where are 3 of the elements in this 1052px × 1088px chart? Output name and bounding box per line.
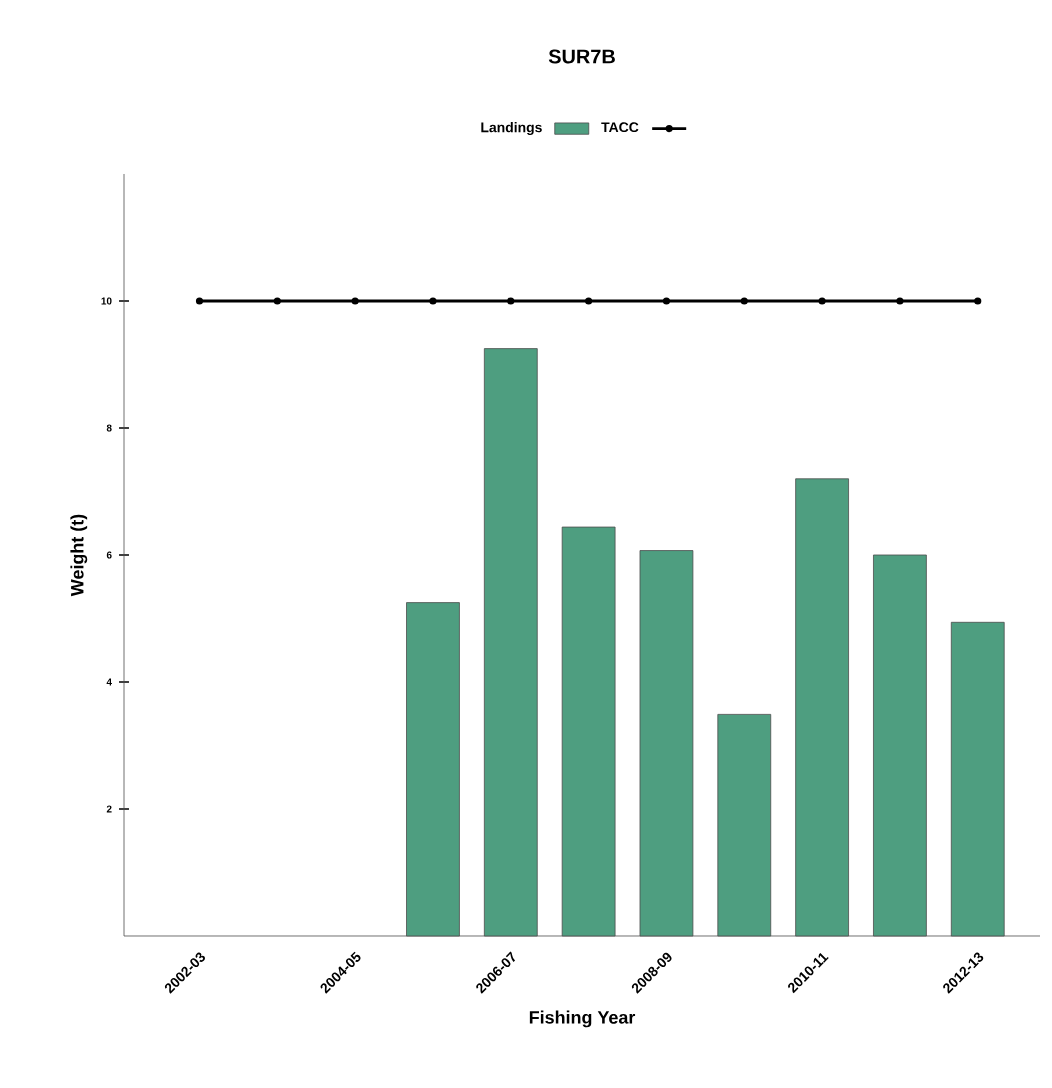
chart-title: SUR7B	[548, 49, 615, 64]
x-axis-title: Fishing Year	[529, 1010, 636, 1028]
y-axis-title: Weight (t)	[70, 514, 88, 597]
